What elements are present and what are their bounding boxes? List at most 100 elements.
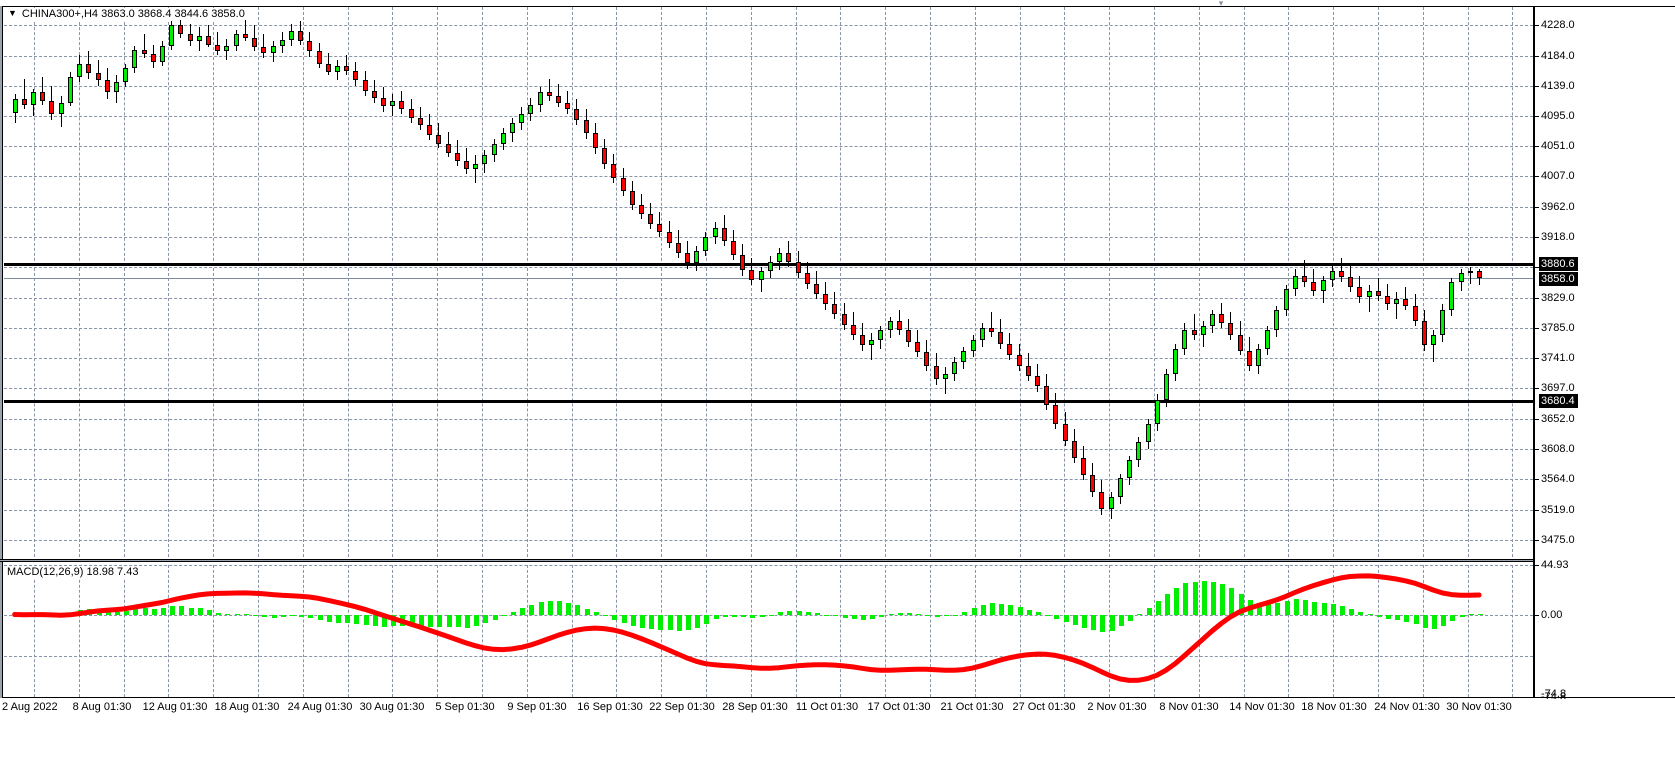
grid-line-vertical <box>1064 7 1065 557</box>
macd-histogram-bar <box>216 612 221 615</box>
macd-histogram-bar <box>1349 608 1354 615</box>
macd-histogram-bar <box>520 608 525 615</box>
macd-histogram-bar <box>483 614 488 624</box>
macd-histogram-bar <box>354 614 359 624</box>
time-axis-label: 27 Oct 01:30 <box>1012 701 1076 713</box>
macd-histogram-bar <box>962 611 967 615</box>
current-price-line[interactable] <box>4 278 1533 280</box>
time-axis-label: 30 Aug 01:30 <box>359 701 425 713</box>
candle-bullish <box>538 92 543 105</box>
macd-plot-area[interactable] <box>4 565 1533 697</box>
macd-indicator-label[interactable]: MACD(12,26,9) 18.98 7.43 <box>7 566 142 578</box>
macd-histogram-bar <box>1450 614 1455 622</box>
candle-bearish <box>1007 343 1012 356</box>
macd-histogram-bar <box>143 607 148 615</box>
candle-bullish <box>1394 298 1399 305</box>
candle-bearish <box>906 330 911 342</box>
candle-bearish <box>1192 330 1197 335</box>
macd-histogram-bar <box>981 605 986 615</box>
dropdown-caret-icon[interactable]: ▼ <box>8 8 17 18</box>
macd-histogram-bar <box>1082 614 1087 629</box>
subwindow-separator[interactable] <box>0 559 1533 562</box>
macd-histogram-bar <box>1441 614 1446 627</box>
macd-histogram-bar <box>898 613 903 615</box>
price-axis-label: 4184.0 <box>1541 49 1575 62</box>
macd-histogram-bar <box>1137 614 1142 616</box>
macd-histogram-bar <box>318 614 323 621</box>
macd-histogram-bar <box>548 600 553 615</box>
candle-bearish <box>998 331 1003 344</box>
candle-bearish <box>1090 475 1095 493</box>
macd-histogram-bar <box>575 605 580 615</box>
time-axis-label: 18 Nov 01:30 <box>1301 701 1367 713</box>
macd-histogram-bar <box>1377 614 1382 617</box>
candle-bearish <box>344 66 349 71</box>
candle-bearish <box>206 36 211 45</box>
macd-histogram-bar <box>1257 603 1262 615</box>
macd-histogram-bar <box>750 614 755 619</box>
macd-histogram-bar <box>1211 581 1216 615</box>
current-price-badge[interactable]: 3858.0 <box>1539 272 1578 287</box>
time-axis-label: 11 Oct 01:30 <box>795 701 859 713</box>
candle-bearish <box>1063 423 1068 441</box>
time-axis-label: 17 Oct 01:30 <box>867 701 931 713</box>
grid-line-horizontal <box>4 539 1533 541</box>
candle-bearish <box>49 100 54 115</box>
macd-histogram-bar <box>1303 599 1308 615</box>
candle-bearish <box>851 324 856 335</box>
macd-histogram-bar <box>640 614 645 629</box>
symbol-ohlc-label[interactable]: ▼ CHINA300+,H4 3863.0 3868.4 3844.6 3858.… <box>8 8 247 20</box>
candle-bearish <box>1044 386 1049 406</box>
candle-bullish <box>482 155 487 165</box>
candle-bullish <box>768 261 773 272</box>
candle-bearish <box>1302 275 1307 283</box>
candle-bullish <box>132 50 137 69</box>
price-plot-area[interactable] <box>4 7 1533 557</box>
macd-histogram-bar <box>1156 601 1161 615</box>
grid-line-vertical <box>840 7 841 557</box>
macd-histogram-bar <box>1036 612 1041 615</box>
macd-histogram-bar <box>935 614 940 617</box>
candle-bullish <box>1118 478 1123 497</box>
macd-histogram-bar <box>419 614 424 627</box>
macd-histogram-bar <box>852 614 857 619</box>
macd-histogram-bar <box>1220 584 1225 615</box>
grid-line-vertical <box>527 7 528 557</box>
price-axis-label: 3829.0 <box>1541 292 1575 305</box>
candle-bearish <box>381 97 386 107</box>
down-triangle-icon[interactable]: ▾ <box>1218 0 1224 8</box>
level-price-badge[interactable]: 3680.4 <box>1539 393 1578 408</box>
horizontal-level-line[interactable] <box>4 399 1533 403</box>
grid-line-horizontal <box>4 176 1533 178</box>
candle-bearish <box>915 341 920 353</box>
macd-histogram-bar <box>1368 614 1373 616</box>
candle-bullish <box>1136 442 1141 460</box>
candle-wick <box>144 34 145 59</box>
axis-tick <box>1535 328 1539 330</box>
macd-histogram-bar <box>345 614 350 623</box>
grid-line-vertical <box>34 7 35 557</box>
macd-histogram-bar <box>290 614 295 617</box>
candle-bullish <box>31 92 36 105</box>
level-price-badge[interactable]: 3880.6 <box>1539 256 1578 271</box>
candle-bearish <box>556 95 561 103</box>
axis-tick <box>1535 418 1539 420</box>
candle-bearish <box>1403 298 1408 306</box>
grid-line-vertical <box>1199 7 1200 557</box>
candle-bullish <box>1146 423 1151 443</box>
candle-bullish <box>1330 271 1335 281</box>
grid-line-horizontal <box>4 656 1533 657</box>
grid-line-vertical <box>1423 7 1424 557</box>
macd-histogram-bar <box>1018 607 1023 615</box>
macd-histogram-bar <box>382 614 387 627</box>
macd-histogram-bar <box>1322 603 1327 615</box>
grid-line-horizontal <box>4 116 1533 118</box>
macd-histogram-bar <box>603 614 608 617</box>
macd-histogram-bar <box>1340 605 1345 615</box>
candle-bearish <box>252 37 257 48</box>
macd-histogram-bar <box>1174 588 1179 615</box>
candle-bullish <box>271 45 276 53</box>
macd-histogram-bar <box>428 614 433 627</box>
macd-histogram-bar <box>170 605 175 615</box>
macd-histogram-bar <box>1432 614 1437 629</box>
